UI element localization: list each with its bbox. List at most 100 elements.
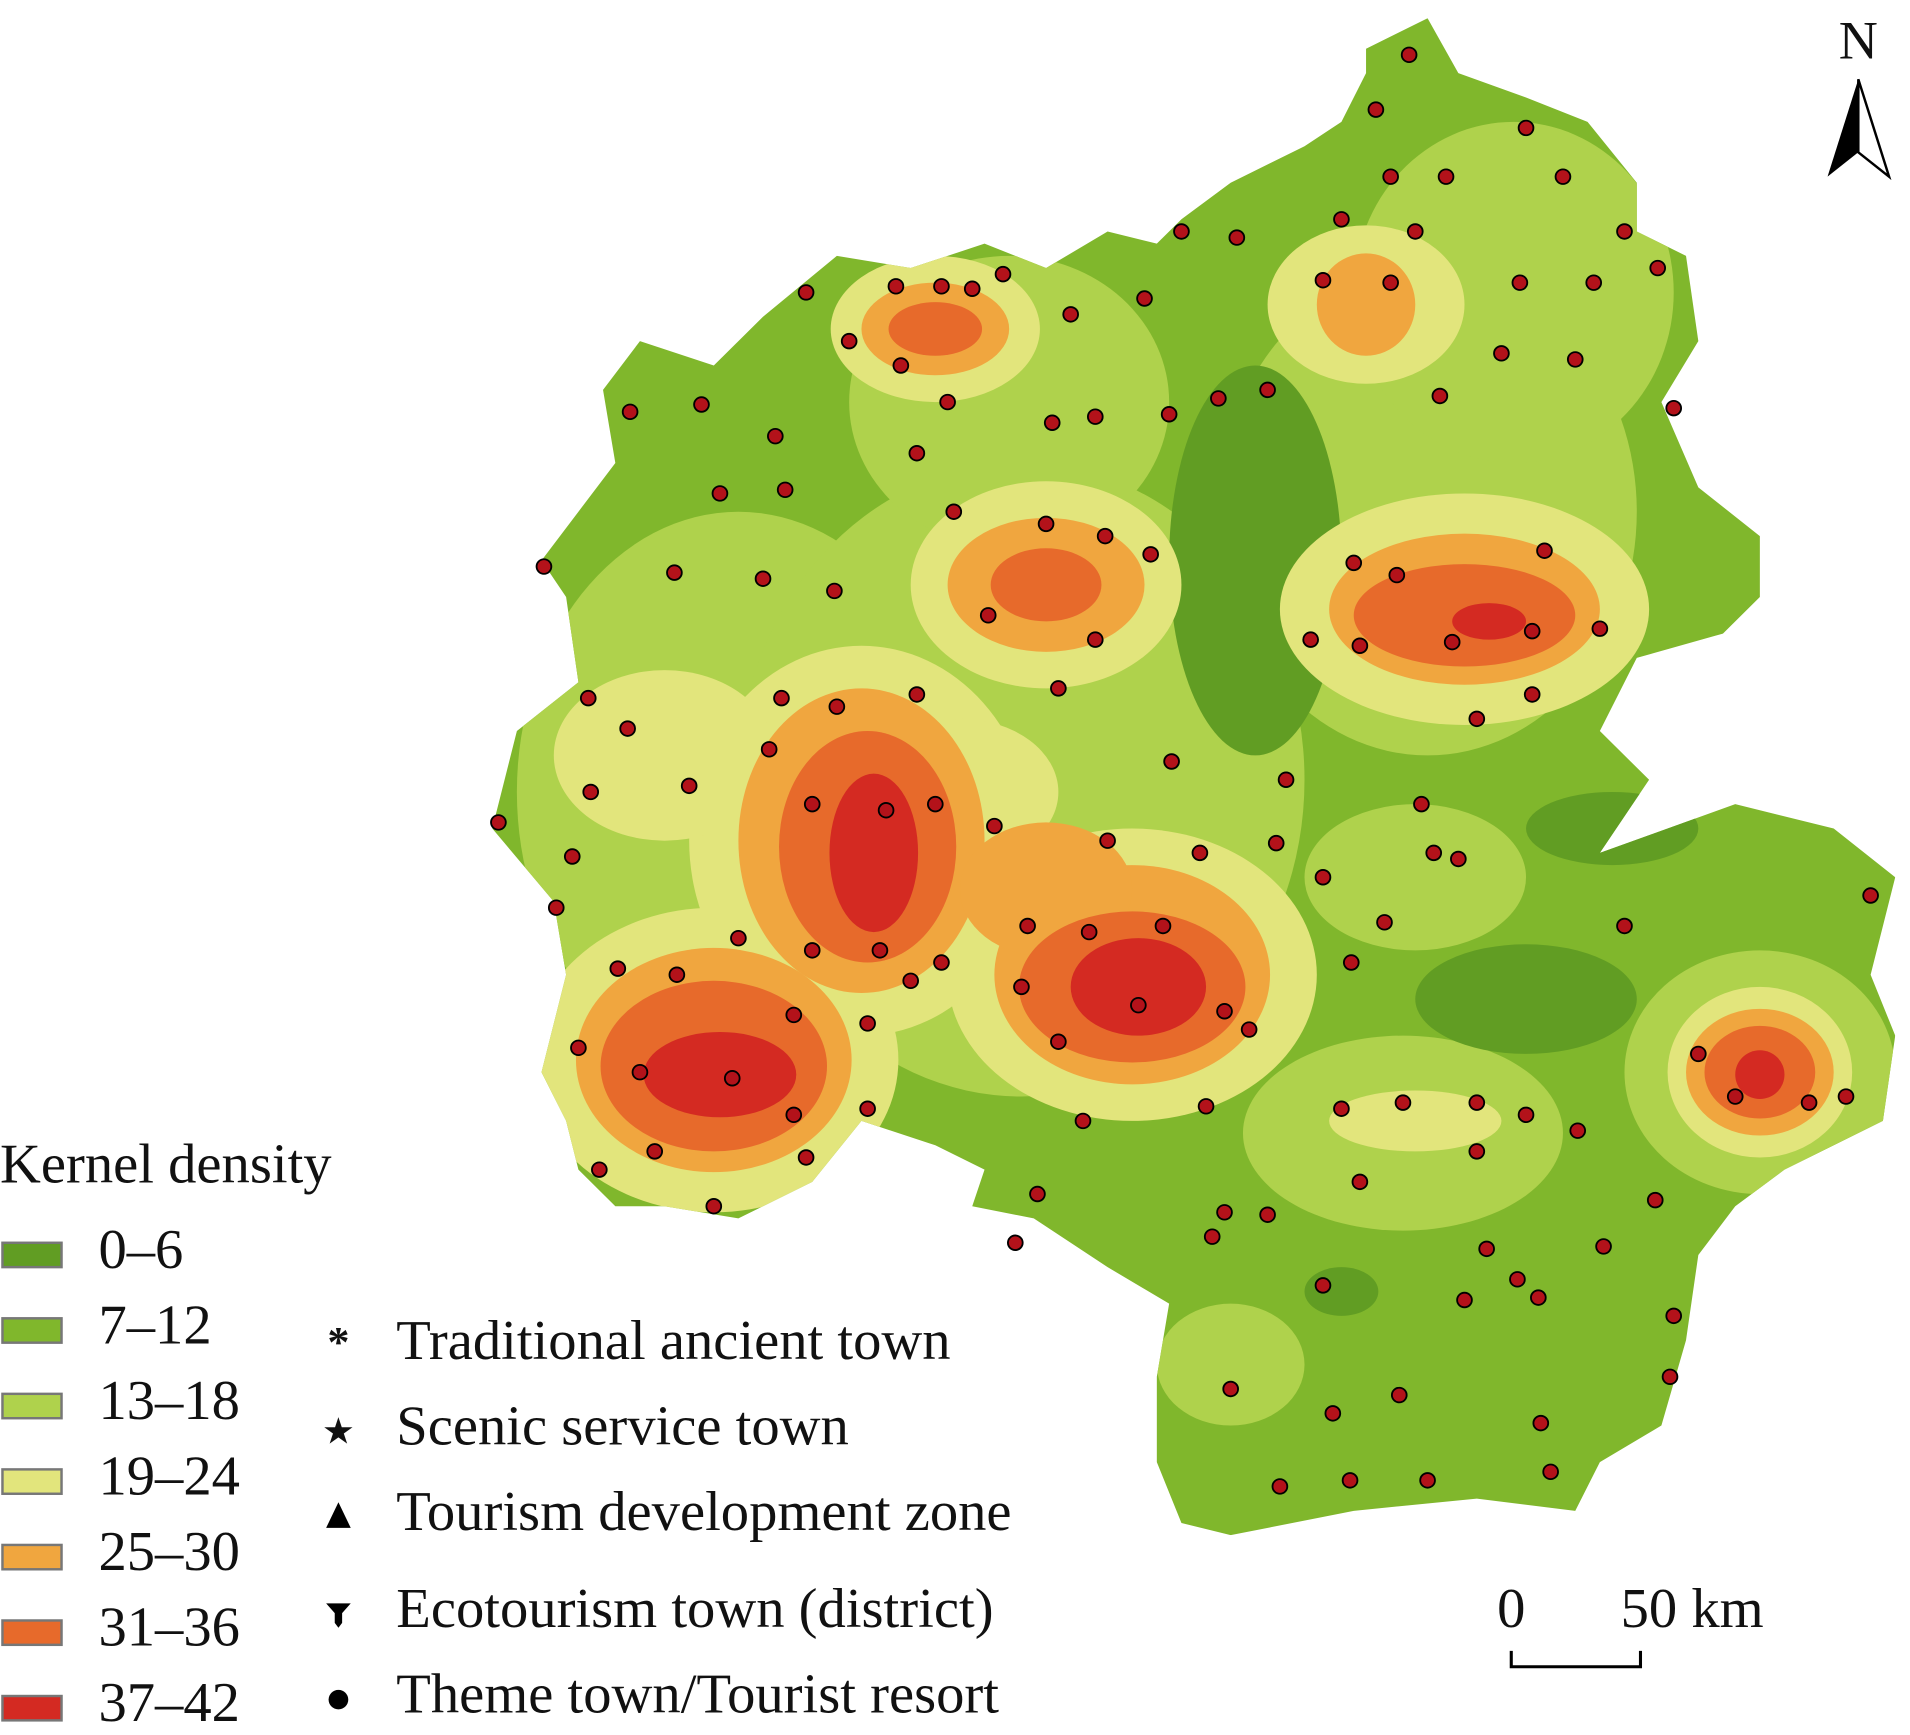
town-point [1517,119,1535,137]
town-point [1342,954,1360,971]
town-point [563,848,581,865]
north-arrow: N [1827,11,1892,181]
north-arrow-left [1827,79,1859,177]
town-point [535,558,553,575]
legend-label: 25–30 [98,1521,239,1583]
town-point [1517,1106,1535,1124]
scale-start: 0 [1497,1578,1525,1640]
scale-line [1509,1650,1643,1669]
town-points [490,46,1879,1495]
town-point [1173,223,1190,240]
town-point [767,427,784,445]
town-point [1050,680,1067,697]
town-point [1160,406,1178,423]
town-point [1302,631,1319,648]
town-point [1197,1098,1215,1115]
density-zone [1156,1303,1305,1426]
marker-label: Scenic service town [396,1396,849,1458]
town-point [776,481,794,499]
legend-swatch [1,1317,63,1344]
town-point [730,929,747,947]
town-point [1554,168,1572,185]
town-point [1062,306,1079,323]
town-point [1142,546,1159,563]
town-point [723,1070,741,1087]
town-point [1136,290,1153,307]
legend-swatch [1,1392,63,1420]
town-point [1086,631,1104,648]
town-point [1690,1045,1707,1063]
town-point [1542,1463,1559,1481]
town-point [1259,1206,1276,1223]
town-point [933,278,950,295]
density-zone [829,773,919,933]
density-zone [990,548,1102,622]
legend-label: 19–24 [98,1446,239,1508]
town-point [1437,168,1455,185]
town-point [591,1161,608,1178]
town-point [1163,753,1180,770]
town-point [619,720,636,737]
density-zone [643,1031,797,1118]
town-point [1043,414,1061,432]
town-point [826,582,843,600]
town-point [1216,1204,1233,1221]
town-point [945,503,963,520]
marker-label: Tourism development zone [396,1481,1011,1543]
town-point [803,795,821,813]
town-point [1130,996,1147,1014]
town-point [631,1063,649,1081]
town-point [1006,1234,1024,1251]
town-point [986,817,1003,835]
town-point [1228,229,1246,246]
town-point [1013,978,1030,996]
town-point [1536,542,1553,559]
town-point [1367,101,1385,118]
town-point [1509,1271,1526,1288]
legend-swatch [1,1694,63,1722]
town-point [859,1015,876,1032]
marker-label: Ecotourism town (district) [396,1578,993,1640]
town-point [1203,1228,1221,1245]
town-point [1566,351,1584,368]
town-point [666,564,683,581]
town-point [579,689,597,707]
town-point [1468,1094,1486,1111]
town-point [1191,844,1209,862]
town-point [1862,887,1879,904]
town-point [1523,686,1541,703]
star-symbol: ★ [322,1411,355,1452]
town-point [908,445,926,462]
town-point [1345,554,1363,572]
town-point [1443,633,1461,651]
pin-symbol [326,1603,351,1628]
town-point [1413,795,1430,813]
town-point [1382,168,1399,185]
town-point [1341,1472,1359,1489]
town-point [840,332,858,350]
density-zone [1353,121,1674,463]
town-point [1390,1386,1408,1404]
town-point [490,814,507,831]
town-point [1800,1094,1818,1111]
town-point [621,403,639,421]
town-point [892,357,910,374]
town-point [1665,399,1683,417]
town-point [1388,566,1406,584]
town-point [927,795,944,813]
density-zone [1304,804,1527,951]
legend-label: 0–6 [98,1219,183,1281]
town-point [939,393,956,411]
town-point [828,698,846,715]
town-point [1351,637,1369,654]
town-point [1585,274,1603,291]
town-point [1649,259,1667,277]
town-point [1086,408,1104,425]
town-point [859,1100,876,1117]
marker-label: Traditional ancient town [396,1310,950,1372]
density-zone [888,302,983,356]
town-point [1019,917,1036,935]
